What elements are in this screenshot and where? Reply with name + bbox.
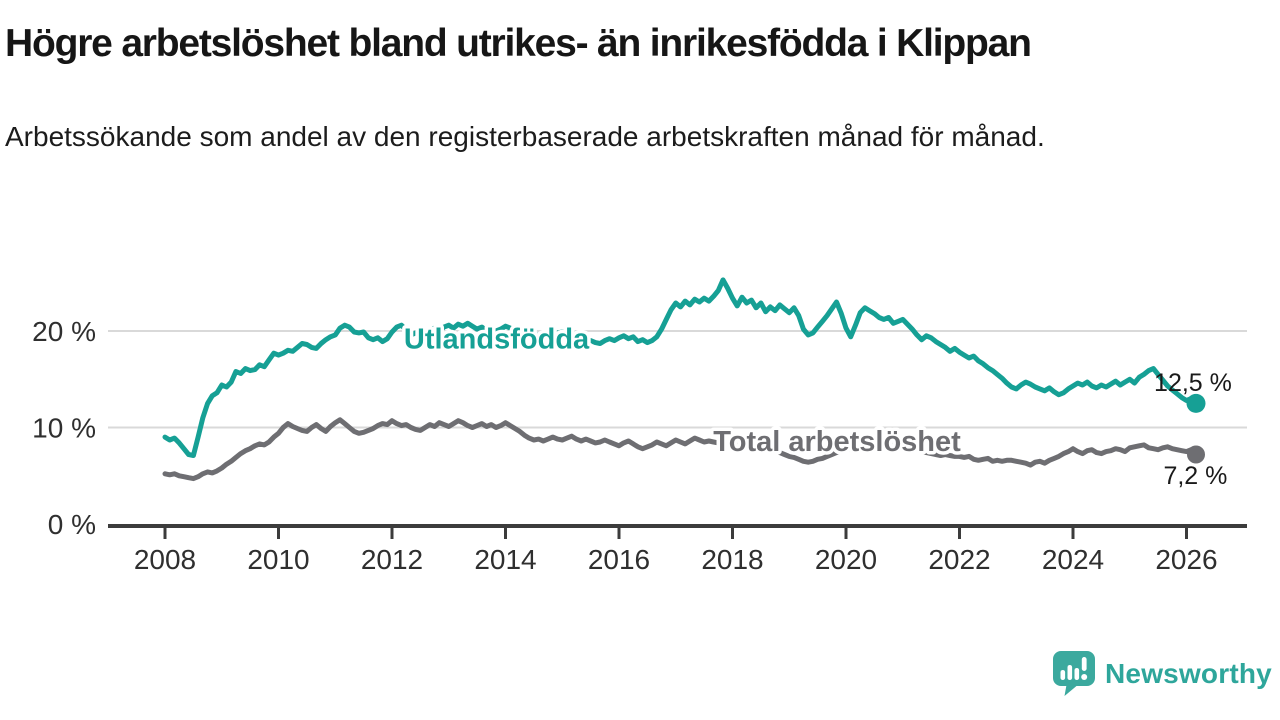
y-tick-label: 20 % — [32, 316, 96, 347]
series-line-utlandsfodda — [162, 277, 1199, 458]
newsworthy-logo-icon — [1053, 651, 1095, 696]
series-label-utlandsfodda: Utlandsfödda — [404, 323, 590, 355]
x-tick-label: 2008 — [134, 544, 196, 575]
x-tick-label: 2022 — [928, 544, 990, 575]
page-title: Högre arbetslöshet bland utrikes- än inr… — [5, 22, 1032, 65]
exclamation-bar — [1081, 657, 1087, 671]
bar-3 — [1074, 668, 1080, 680]
series-line-total-arbetsloshet — [162, 417, 1199, 482]
x-tick-label: 2012 — [361, 544, 423, 575]
speech-bubble-shape — [1053, 651, 1095, 696]
x-tick-label: 2010 — [247, 544, 309, 575]
bar-2 — [1067, 665, 1073, 680]
series-label-total-arbetsloshet: Total arbetslöshet — [713, 426, 961, 458]
page-subtitle: Arbetssökande som andel av den registerb… — [5, 121, 1045, 152]
x-tick-label: 2026 — [1155, 544, 1217, 575]
series-end-dot-utlandsfodda — [1186, 393, 1206, 413]
exclamation-dot — [1081, 674, 1088, 680]
end-value-label-total-arbetsloshet: 7,2 % — [1163, 462, 1227, 490]
newsworthy-logo: Newsworthy — [1052, 650, 1272, 697]
y-tick-label: 0 % — [48, 509, 96, 540]
y-tick-label: 10 % — [32, 413, 96, 444]
series-end-dot-total-arbetsloshet — [1187, 445, 1205, 464]
x-tick-label: 2014 — [474, 544, 536, 575]
x-tick-label: 2018 — [701, 544, 763, 575]
x-tick-label: 2020 — [815, 544, 877, 575]
bar-1 — [1060, 670, 1066, 680]
end-value-label-utlandsfodda: 12,5 % — [1154, 369, 1232, 397]
x-tick-label: 2016 — [588, 544, 650, 575]
x-tick-label: 2024 — [1042, 544, 1104, 575]
newsworthy-logo-text: Newsworthy — [1105, 657, 1272, 689]
